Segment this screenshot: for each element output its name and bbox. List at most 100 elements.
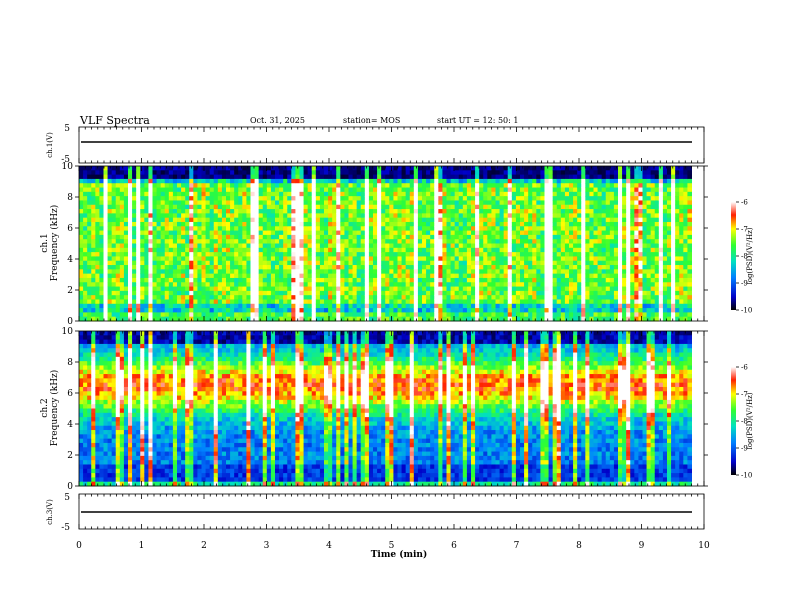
spectrogram-cell [597,187,603,193]
spectrogram-cell [511,166,517,171]
spectrogram-cell [262,247,268,253]
spectrogram-cell [426,204,431,210]
spectrogram-cell [458,174,464,180]
spectrogram-cell [119,295,125,300]
spectrogram-cell [626,166,631,171]
spectrogram-cell [589,170,594,176]
spectrogram-cell [221,252,227,257]
spectrogram-cell [315,213,321,219]
spectrogram-cell [544,221,550,227]
spectrogram-cell [377,226,382,232]
spectrogram-cell [336,312,341,318]
spectrogram-cell [434,187,439,193]
spectrogram-cell [217,209,223,214]
spectrogram-cell [209,166,215,171]
spectrogram-cell [238,230,243,236]
spectrogram-cell [242,217,247,223]
spectrogram-cell [479,277,484,283]
spectrogram-cell [585,204,590,210]
spectrogram-cell [160,265,166,270]
spectrogram-cell [573,196,578,201]
spectrogram-cell [246,239,251,244]
spectrogram-cell [356,303,362,309]
spectrogram-cell [438,166,443,171]
spectrogram-cell [230,316,235,322]
spectrogram-cell [458,277,464,283]
spectrogram-cell [181,204,186,210]
spectrogram-cell [209,286,215,292]
spectrogram-cell [221,183,227,189]
spectrogram-cell [209,230,215,236]
spectrogram-cell [389,196,394,201]
spectrogram-cell [315,252,321,257]
spectrogram-cell [642,183,648,189]
spectrogram-cell [103,247,109,253]
spectrogram-cell [303,273,309,279]
spectrogram-cell [283,260,288,266]
spectrogram-cell [385,226,390,232]
spectrogram-cell [344,200,349,206]
spectrogram-cell [397,183,403,189]
spectrogram-cell [593,204,599,210]
spectrogram-cell [283,256,288,262]
spectrogram-cell [605,247,611,253]
spectrogram-cell [524,247,529,253]
spectrogram-cell [585,239,590,244]
spectrogram-cell [462,217,468,223]
spectrogram-cell [401,226,407,232]
spectrogram-cell [295,308,300,313]
spectrogram-cell [381,226,386,232]
spectrogram-cell [552,226,558,232]
spectrogram-cell [230,196,235,201]
spectrogram-cell [393,174,398,180]
spectrogram-cell [368,213,374,219]
spectrogram-cell [177,170,182,176]
spectrogram-cell [213,286,219,292]
spectrogram-cell [197,290,202,296]
spectrogram-cell [638,303,643,309]
spectrogram-cell [258,183,264,189]
spectrogram-cell [540,166,545,171]
spectrogram-cell [389,252,394,257]
spectrogram-cell [164,252,170,257]
spectrogram-cell [524,256,529,262]
spectrogram-cell [373,247,378,253]
spectrogram-cell [324,178,329,184]
spectrogram-cell [336,265,341,270]
spectrogram-cell [458,312,464,318]
spectrogram-cell [91,230,96,236]
spectrogram-cell [552,252,558,257]
spectrogram-cell [291,290,296,296]
spectrogram-cell [221,226,227,232]
spectrogram-cell [515,282,521,288]
spectrogram-cell [491,183,496,189]
spectrogram-cell [373,166,378,171]
spectrogram-cell [217,286,223,292]
spectrogram-cell [189,260,194,266]
spectrogram-cell [626,170,631,176]
spectrogram-cell [307,221,313,227]
spectrogram-cell [397,290,403,296]
spectrogram-cell [352,299,358,305]
spectrogram-cell [132,234,137,240]
spectrogram-cell [393,256,398,262]
spectrogram-cell [483,213,488,219]
spectrogram-cell [417,295,423,300]
spectrogram-cell [181,290,186,296]
spectrogram-cell [205,217,211,223]
spectrogram-cell [111,252,117,257]
spectrogram-cell [275,299,280,305]
spectrogram-cell [422,277,427,283]
spectrogram-cell [172,273,178,279]
spectrogram-cell [275,290,280,296]
spectrogram-cell [381,247,386,253]
spectrogram-cell [544,170,550,176]
spectrogram-cell [303,200,309,206]
spectrogram-cell [132,256,137,262]
spectrogram-cell [405,187,411,193]
spectrogram-cell [495,221,501,227]
spectrogram-cell [270,166,276,171]
spectrogram-cell [573,269,578,275]
spectrogram-cell [564,183,570,189]
spectrogram-cell [168,200,174,206]
